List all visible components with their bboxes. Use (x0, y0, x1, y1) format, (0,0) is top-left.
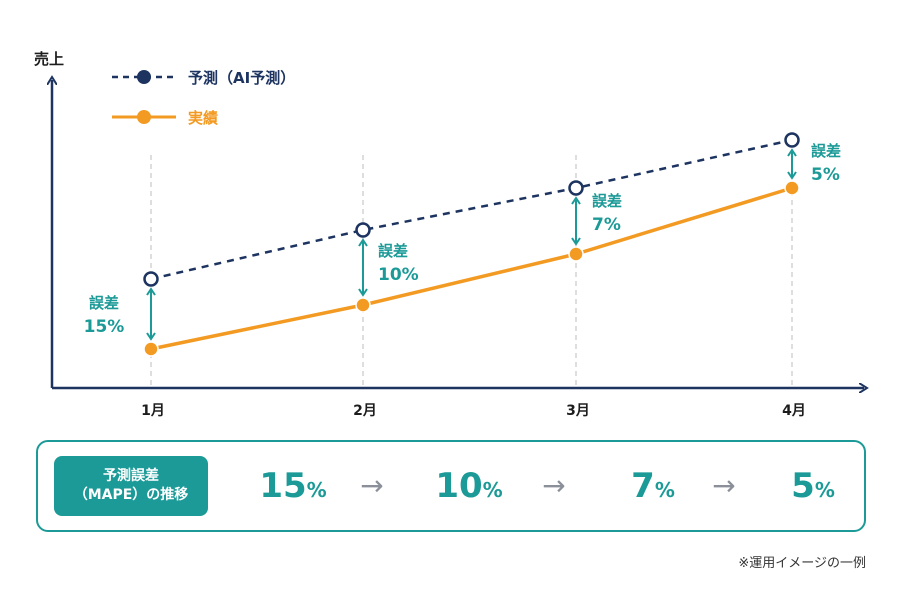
point-forecast-2 (355, 222, 371, 238)
point-forecast-1 (143, 271, 159, 287)
x-tick-label-4: 4月 (782, 403, 806, 419)
legend-forecast-label: 予測（AI予測） (188, 69, 295, 87)
error-value-1: 15% (84, 317, 125, 337)
mape-value-2: 10% (435, 466, 503, 506)
arrow-right-icon: → (542, 469, 566, 502)
error-label-1: 誤差 (89, 294, 119, 312)
mape-title-line2: （MAPE）の推移 (73, 487, 189, 503)
y-axis-label: 売上 (34, 50, 64, 68)
legend-actual-label: 実績 (188, 109, 218, 127)
mape-value-4: 5% (791, 466, 835, 506)
arrow-right-icon: → (712, 469, 736, 502)
series-forecast-line (150, 138, 793, 281)
error-value-3: 7% (592, 215, 621, 235)
mape-value-3: 7% (631, 466, 675, 506)
point-actual-4 (784, 180, 800, 196)
footnote: ※運用イメージの一例 (738, 556, 866, 571)
legend-actual-marker (137, 110, 151, 124)
point-forecast-3 (568, 180, 584, 196)
point-actual-3 (568, 246, 584, 262)
series-actual-line (150, 186, 793, 351)
error-value-4: 5% (811, 165, 840, 185)
error-label-2: 誤差 (378, 242, 408, 260)
error-label-3: 誤差 (592, 192, 622, 210)
arrow-right-icon: → (360, 469, 384, 502)
x-tick-label-3: 3月 (566, 403, 590, 419)
error-value-2: 10% (378, 265, 419, 285)
mape-summary-badge: 予測誤差 （MAPE）の推移 (54, 456, 208, 516)
point-forecast-4 (784, 132, 800, 148)
error-label-4: 誤差 (811, 142, 841, 160)
mape-summary-panel: 予測誤差 （MAPE）の推移 15% → 10% → 7% → 5% (36, 440, 866, 532)
point-actual-2 (355, 297, 371, 313)
x-tick-label-2: 2月 (353, 403, 377, 419)
mape-value-1: 15% (259, 466, 327, 506)
point-actual-1 (143, 341, 159, 357)
mape-title-line1: 予測誤差 (103, 468, 159, 484)
x-tick-label-1: 1月 (141, 403, 165, 419)
legend-forecast-marker (137, 70, 151, 84)
